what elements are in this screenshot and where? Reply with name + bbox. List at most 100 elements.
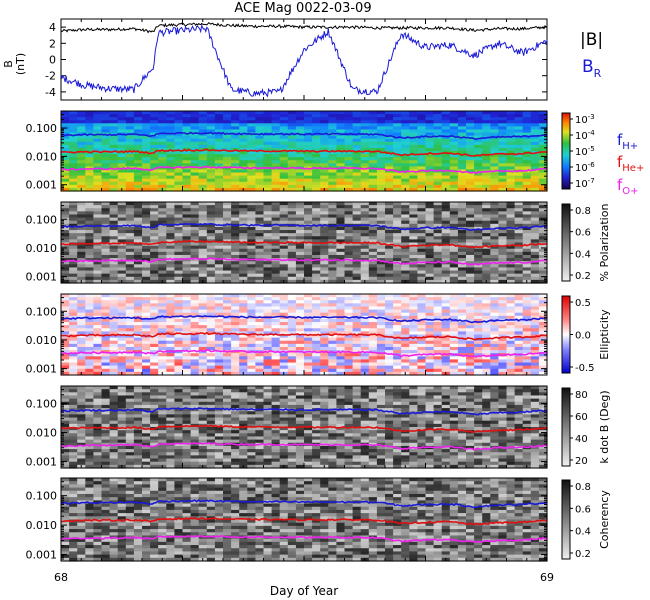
heatmap-cell xyxy=(271,356,281,361)
heatmap-cell xyxy=(352,318,362,323)
heatmap-cell xyxy=(287,346,297,351)
heatmap-cell xyxy=(352,187,362,192)
heatmap-cell xyxy=(255,172,265,177)
heatmap-cell xyxy=(223,141,232,146)
heatmap-cell xyxy=(223,132,232,137)
heatmap-cell xyxy=(457,356,467,361)
heatmap-cell xyxy=(142,276,151,281)
heatmap-cell xyxy=(376,276,386,281)
heatmap-cell xyxy=(368,178,378,183)
heatmap-cell xyxy=(190,135,200,140)
heatmap-cell xyxy=(279,135,289,140)
heatmap-cell xyxy=(109,359,119,364)
heatmap-cell xyxy=(263,111,273,115)
heatmap-cell xyxy=(239,144,248,149)
heatmap-cell xyxy=(223,208,232,212)
heatmap-cell xyxy=(466,242,475,247)
heatmap-cell xyxy=(101,184,111,189)
heatmap-cell xyxy=(295,220,305,225)
y-axis-label-b: B xyxy=(2,60,15,68)
heatmap-cell xyxy=(174,371,184,376)
f-he-line xyxy=(60,240,548,249)
heatmap-cell xyxy=(417,300,427,304)
heatmap-cell xyxy=(133,175,143,180)
heatmap-cell xyxy=(239,328,248,332)
heatmap-cell xyxy=(433,245,443,250)
heatmap-cell xyxy=(530,239,540,244)
heatmap-cell xyxy=(482,123,491,127)
heatmap-cell xyxy=(449,141,459,146)
heatmap-cell xyxy=(304,157,313,161)
heatmap-cell xyxy=(93,325,103,329)
heatmap-cell xyxy=(206,315,216,320)
heatmap-cell xyxy=(125,178,135,183)
heatmap-cell xyxy=(198,245,208,250)
heatmap-cell xyxy=(368,233,378,237)
heatmap-cell xyxy=(223,175,232,180)
heatmap-cell xyxy=(441,322,451,326)
heatmap-cell xyxy=(401,217,410,222)
heatmap-cell xyxy=(352,368,362,373)
heatmap-cell xyxy=(101,337,111,342)
heatmap-cell xyxy=(433,343,443,348)
heatmap-cell xyxy=(466,346,475,351)
heatmap-cell xyxy=(263,353,273,357)
heatmap-cell xyxy=(466,223,475,228)
heatmap-cell xyxy=(295,172,305,177)
heatmap-cell xyxy=(409,337,418,342)
heatmap-cell xyxy=(433,264,443,269)
heatmap-cell xyxy=(449,276,459,281)
heatmap-cell xyxy=(304,220,313,225)
heatmap-cell xyxy=(77,202,86,206)
heatmap-cell xyxy=(150,294,159,298)
heatmap-cell xyxy=(304,279,313,284)
heatmap-cell xyxy=(247,303,256,308)
heatmap-cell xyxy=(506,147,516,152)
heatmap-cell xyxy=(441,129,451,134)
heatmap-cell xyxy=(466,236,475,240)
heatmap-cell xyxy=(174,322,184,326)
heatmap-cell xyxy=(166,172,175,177)
heatmap-cell xyxy=(474,312,483,317)
heatmap-cell xyxy=(530,273,540,278)
heatmap-cell xyxy=(271,300,281,304)
heatmap-cell xyxy=(490,346,499,351)
heatmap-cell xyxy=(142,322,151,326)
heatmap-cell xyxy=(150,273,159,278)
heatmap-cell xyxy=(69,129,78,134)
heatmap-cell xyxy=(352,217,362,222)
heatmap-cell xyxy=(474,264,483,269)
heatmap-cell xyxy=(360,141,370,146)
heatmap-cell xyxy=(344,353,354,357)
heatmap-cell xyxy=(77,276,86,281)
heatmap-cell xyxy=(85,340,94,345)
heatmap-cell xyxy=(304,184,313,189)
heatmap-cell xyxy=(214,362,224,367)
heatmap-cell xyxy=(530,371,540,376)
heatmap-cell xyxy=(417,117,427,121)
heatmap-cell xyxy=(433,337,443,342)
heatmap-cell xyxy=(61,368,70,373)
heatmap-cell xyxy=(385,226,394,231)
heatmap-cell xyxy=(538,273,548,278)
heatmap-cell xyxy=(498,356,508,361)
heatmap-cell xyxy=(328,346,337,351)
heatmap-cell xyxy=(498,214,508,219)
heatmap-cell xyxy=(295,346,305,351)
heatmap-cell xyxy=(336,160,346,164)
heatmap-cell xyxy=(360,276,370,281)
heatmap-cell xyxy=(425,129,435,134)
heatmap-cell xyxy=(109,251,119,256)
heatmap-cell xyxy=(304,120,313,124)
heatmap-cell xyxy=(109,166,119,171)
heatmap-cell xyxy=(376,111,386,115)
heatmap-cell xyxy=(166,184,175,189)
heatmap-cell xyxy=(133,343,143,348)
heatmap-cell xyxy=(320,270,329,275)
heatmap-cell xyxy=(498,297,508,301)
heatmap-cell xyxy=(352,208,362,212)
heatmap-cell xyxy=(150,205,159,209)
heatmap-cell xyxy=(449,315,459,320)
heatmap-cell xyxy=(312,129,321,134)
heatmap-cell xyxy=(360,157,370,161)
